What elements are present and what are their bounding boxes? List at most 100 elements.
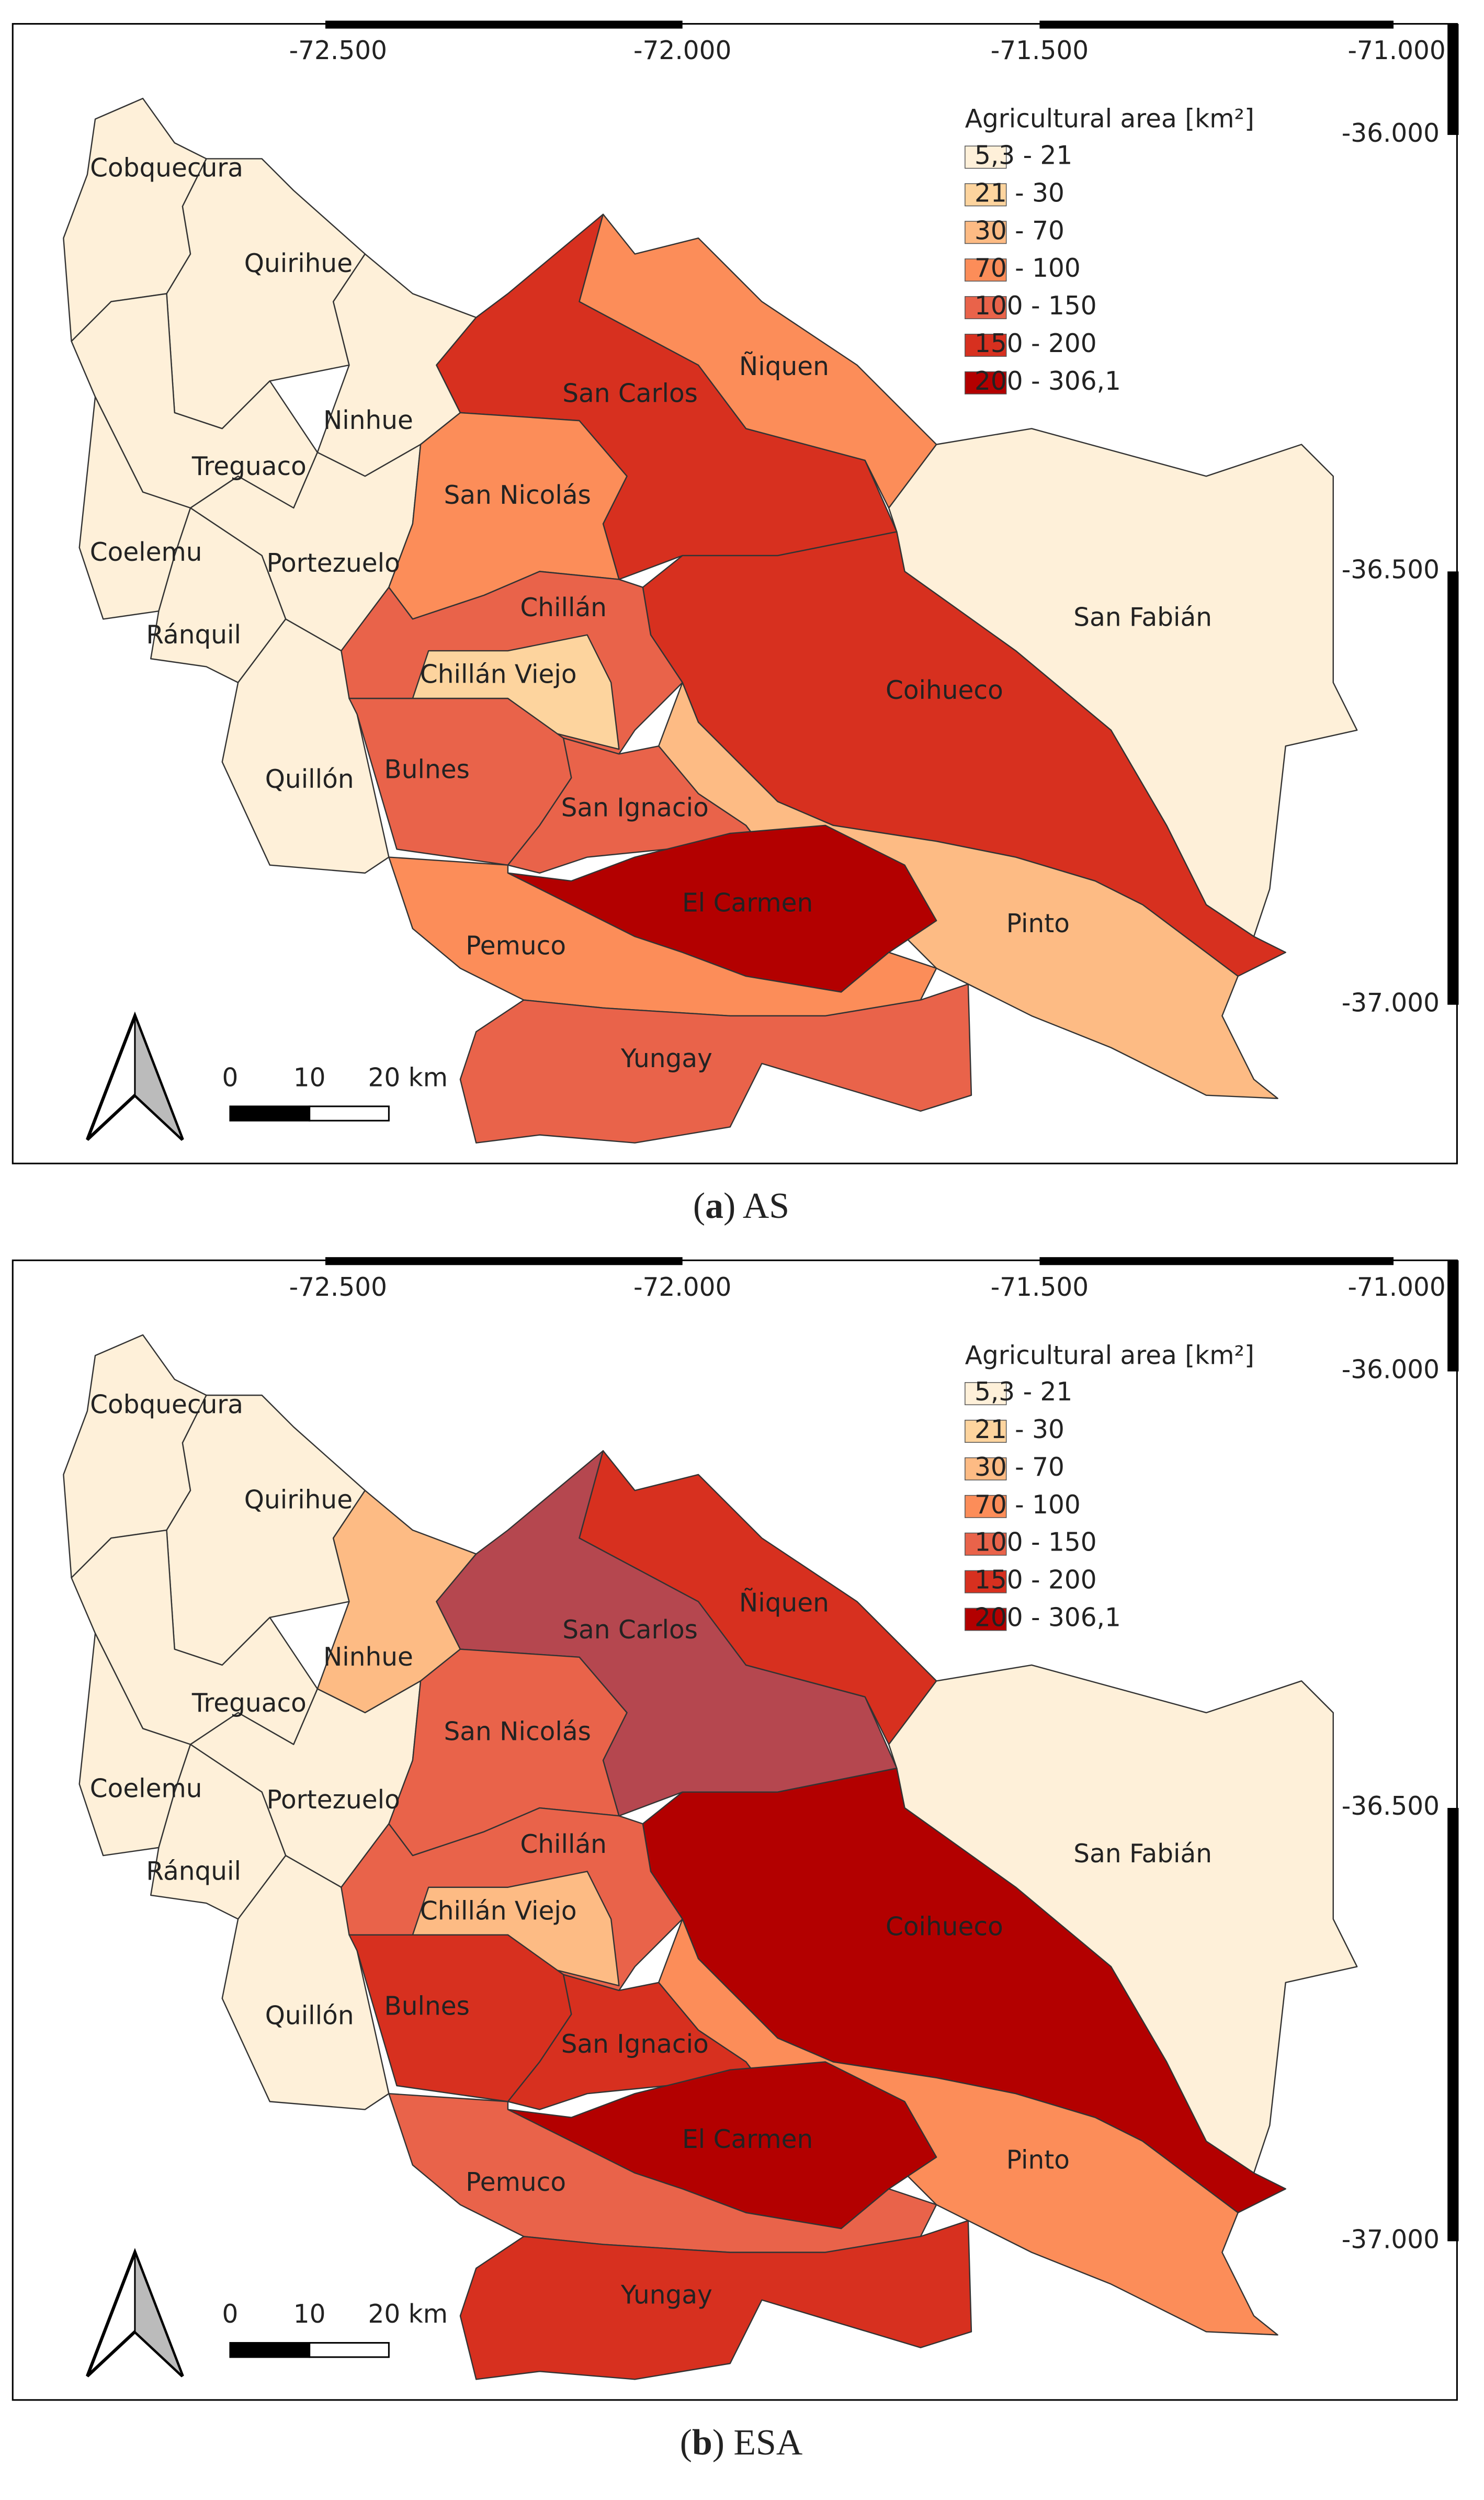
x-tick-label: -71.000 [1347, 1273, 1445, 1302]
commune-label: Ninhue [323, 1643, 413, 1672]
x-tick-label: -72.000 [633, 36, 731, 65]
commune [388, 856, 937, 1017]
legend-label: 5,3 - 21 [975, 141, 1072, 170]
commune-label: Chillán [520, 593, 607, 623]
legend-swatch [965, 221, 1007, 244]
scale-bar [309, 2342, 390, 2358]
caption-text: ) ESA [712, 2423, 802, 2463]
y-tick-label: -36.500 [1342, 1792, 1440, 1821]
commune-label: Ninhue [323, 406, 413, 435]
scale-bar [309, 1105, 390, 1122]
scale-label: 20 km [368, 2300, 448, 2329]
commune-label: Pinto [1006, 2146, 1070, 2175]
commune-label: Treguaco [191, 1689, 307, 1718]
commune-label: San Carlos [562, 1615, 698, 1645]
legend-label: 5,3 - 21 [975, 1377, 1072, 1407]
commune-label: Yungay [620, 1044, 712, 1073]
commune-label: Bulnes [384, 755, 469, 785]
commune-label: Coelemu [90, 538, 202, 567]
axis-bar [325, 1257, 683, 1265]
y-tick-label: -36.500 [1342, 555, 1440, 584]
legend-swatch [965, 1608, 1007, 1631]
axis-bar [1447, 1260, 1459, 1372]
commune-label: Portezuelo [267, 1785, 400, 1815]
caption-label: a [705, 1186, 723, 1226]
legend-label: 30 - 70 [975, 1453, 1064, 1482]
map-panel: -72.500 -72.000 -71.500 -71.000 -36.000 -36.5… [12, 1257, 1459, 2463]
commune-label: Treguaco [191, 452, 307, 481]
commune-label: San Fabián [1073, 603, 1212, 632]
caption: (a) AS [693, 1186, 789, 1226]
commune-label: El Carmen [682, 2125, 813, 2154]
commune-label: San Fabián [1073, 1839, 1212, 1869]
legend-label: 200 - 306,1 [975, 367, 1121, 396]
commune-label: Coihueco [886, 676, 1003, 705]
axis-bar [1447, 571, 1459, 1005]
axis-bar [1039, 20, 1394, 29]
commune-label: Ñiquen [739, 1589, 829, 1618]
map-panel: -72.500 -72.000 -71.500 -71.000 -36.000 -36.5… [12, 20, 1459, 1226]
x-tick-label: -72.000 [633, 1273, 731, 1302]
commune-label: Cobquecura [90, 154, 243, 183]
legend-label: 70 - 100 [975, 254, 1081, 283]
commune-label: San Carlos [562, 379, 698, 409]
axis-bar [1447, 1808, 1459, 2242]
legend-swatch [965, 371, 1007, 394]
commune-label: Coelemu [90, 1774, 202, 1804]
legend-swatch [965, 1532, 1007, 1556]
scale-label: 10 [293, 1063, 326, 1092]
commune-label: Quillón [265, 2001, 354, 2031]
scale-label: 10 [293, 2300, 326, 2329]
commune-label: San Nicolás [444, 481, 591, 510]
legend-label: 100 - 150 [975, 1528, 1097, 1557]
commune-label: Pemuco [466, 931, 566, 960]
caption: (b) ESA [680, 2423, 803, 2463]
caption-label: b [692, 2423, 712, 2463]
commune-label: Chillán Viejo [420, 660, 577, 689]
commune-label: Pinto [1006, 909, 1070, 938]
commune-label: Chillán Viejo [420, 1896, 577, 1926]
commune-label: Coihueco [886, 1913, 1003, 1942]
scale-label: 20 km [368, 1063, 448, 1092]
y-tick-label: -37.000 [1342, 989, 1440, 1018]
legend-swatch [965, 145, 1007, 169]
legend-title: Agricultural area [km²] [965, 105, 1254, 134]
north-arrow-shade [134, 1015, 184, 1140]
legend-label: 150 - 200 [975, 1566, 1097, 1595]
caption-prefix: ( [693, 1186, 705, 1226]
legend-swatch [965, 296, 1007, 320]
commune-label: San Ignacio [561, 794, 709, 823]
commune-label: Portezuelo [267, 549, 400, 578]
commune-label: Pemuco [466, 2168, 566, 2197]
commune-label: Quirihue [244, 249, 353, 278]
y-tick-label: -37.000 [1342, 2225, 1440, 2254]
legend-swatch [965, 1495, 1007, 1518]
commune [459, 2220, 972, 2380]
legend-swatch [965, 183, 1007, 207]
scale-bar [229, 2342, 311, 2358]
axis-bar [1447, 24, 1459, 135]
commune-label: Quillón [265, 765, 354, 794]
x-tick-label: -72.500 [289, 36, 387, 65]
commune-label: Cobquecura [90, 1390, 243, 1419]
north-arrow-shade [134, 2252, 184, 2377]
x-tick-label: -71.500 [991, 36, 1089, 65]
legend-swatch [965, 1420, 1007, 1443]
y-tick-label: -36.000 [1342, 1355, 1440, 1385]
scale-label: 0 [222, 2300, 239, 2329]
legend-swatch [965, 1382, 1007, 1406]
commune-label: Ránquil [146, 620, 241, 650]
legend-swatch [965, 333, 1007, 357]
axis-bar [325, 20, 683, 29]
legend-label: 200 - 306,1 [975, 1603, 1121, 1633]
legend-label: 21 - 30 [975, 178, 1064, 208]
caption-prefix: ( [680, 2423, 692, 2463]
commune-label: El Carmen [682, 889, 813, 918]
commune-label: Yungay [620, 2281, 712, 2310]
legend-title: Agricultural area [km²] [965, 1341, 1254, 1370]
x-tick-label: -72.500 [289, 1273, 387, 1302]
x-tick-label: -71.500 [991, 1273, 1089, 1302]
scale-label: 0 [222, 1063, 239, 1092]
